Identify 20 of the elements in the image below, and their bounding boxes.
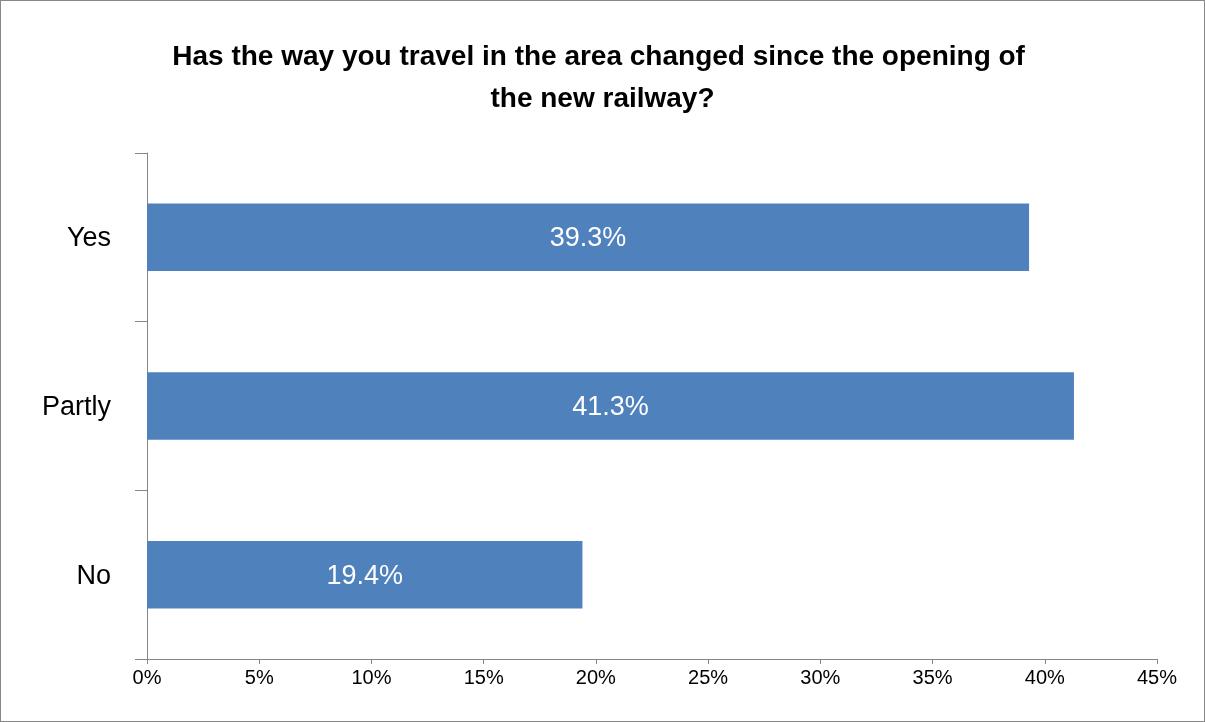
y-tick-label: No bbox=[76, 559, 111, 590]
x-tick-label: 0% bbox=[132, 666, 162, 688]
x-tick-label: 20% bbox=[575, 666, 617, 688]
data-label: 19.4% bbox=[326, 559, 403, 590]
bar bbox=[147, 540, 583, 609]
x-tick-label: 5% bbox=[244, 666, 274, 688]
data-label: 39.3% bbox=[549, 222, 627, 253]
chart-title: Has the way you travel in the area changed since the opening of the new railway? bbox=[172, 39, 1033, 113]
data-label: 41.3% bbox=[572, 391, 649, 421]
x-tick-label: 10% bbox=[351, 666, 392, 688]
y-tick-label: Yes bbox=[66, 222, 111, 253]
x-tick-label: 25% bbox=[688, 666, 729, 688]
x-tick-label: 30% bbox=[800, 666, 841, 688]
bar bbox=[147, 203, 1030, 272]
x-tick-label: 45% bbox=[1136, 666, 1178, 688]
x-tick-label: 40% bbox=[1024, 666, 1066, 688]
bar bbox=[147, 372, 1074, 440]
x-tick-label: 35% bbox=[912, 666, 953, 688]
y-tick-label: Partly bbox=[41, 391, 112, 421]
x-tick-label: 15% bbox=[463, 666, 504, 688]
